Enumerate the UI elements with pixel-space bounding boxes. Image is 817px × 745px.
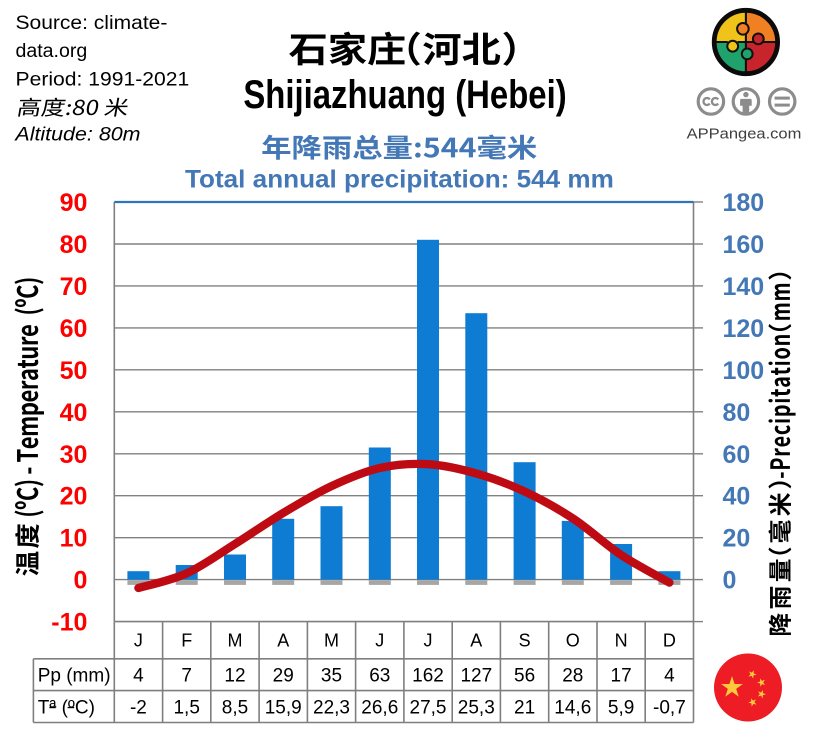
- svg-text:Altitude: 80m: Altitude: 80m: [14, 125, 140, 146]
- svg-text:28: 28: [562, 666, 583, 687]
- svg-text:63: 63: [369, 666, 390, 687]
- svg-text:0: 0: [73, 567, 87, 595]
- svg-text:29: 29: [273, 666, 294, 687]
- svg-text:0: 0: [723, 567, 737, 595]
- svg-text:data.org: data.org: [16, 41, 88, 62]
- svg-text:120: 120: [723, 315, 765, 343]
- svg-text:J: J: [134, 631, 143, 651]
- svg-text:15,9: 15,9: [265, 697, 302, 718]
- svg-text:90: 90: [60, 189, 88, 217]
- svg-text:127: 127: [460, 666, 492, 687]
- svg-text:5,9: 5,9: [608, 697, 634, 718]
- svg-text:A: A: [470, 631, 482, 651]
- svg-text:D: D: [663, 631, 676, 651]
- svg-text:-0,7: -0,7: [653, 697, 686, 718]
- svg-text:N: N: [615, 631, 628, 651]
- svg-text:Pp (mm): Pp (mm): [38, 666, 111, 687]
- svg-text:35: 35: [321, 666, 342, 687]
- svg-text:J: J: [424, 631, 433, 651]
- svg-text:21: 21: [514, 697, 535, 718]
- svg-text:40: 40: [60, 399, 88, 427]
- svg-text:S: S: [519, 631, 531, 651]
- svg-text:J: J: [375, 631, 384, 651]
- svg-text:12: 12: [224, 666, 245, 687]
- svg-text:4: 4: [664, 666, 675, 687]
- svg-text:Shijiazhuang (Hebei): Shijiazhuang (Hebei): [243, 72, 566, 117]
- svg-text:Source: climate-: Source: climate-: [16, 13, 168, 34]
- svg-text:4: 4: [133, 666, 144, 687]
- svg-text:14,6: 14,6: [554, 697, 591, 718]
- svg-text:7: 7: [181, 666, 192, 687]
- svg-text:180: 180: [723, 189, 765, 217]
- svg-text:M: M: [228, 631, 243, 651]
- svg-text:50: 50: [60, 357, 88, 385]
- svg-text:22,3: 22,3: [313, 697, 350, 718]
- svg-text:60: 60: [60, 315, 88, 343]
- svg-text:160: 160: [723, 231, 765, 259]
- svg-text:Total annual precipitation: 54: Total annual precipitation: 544 mm: [185, 166, 614, 193]
- svg-text:O: O: [566, 631, 580, 651]
- svg-text:A: A: [277, 631, 289, 651]
- svg-text:1,5: 1,5: [173, 697, 199, 718]
- svg-text:27,5: 27,5: [410, 697, 447, 718]
- svg-text:80: 80: [723, 399, 751, 427]
- svg-text:F: F: [181, 631, 192, 651]
- svg-text:-2: -2: [130, 697, 147, 718]
- svg-text:8,5: 8,5: [222, 697, 248, 718]
- svg-text:10: 10: [60, 525, 88, 553]
- svg-text:M: M: [324, 631, 339, 651]
- svg-text:APPangea.com: APPangea.com: [687, 126, 802, 142]
- svg-text:20: 20: [723, 525, 751, 553]
- svg-text:162: 162: [412, 666, 444, 687]
- svg-text:60: 60: [723, 441, 751, 469]
- svg-text:25,3: 25,3: [458, 697, 495, 718]
- svg-text:70: 70: [60, 273, 88, 301]
- svg-text:140: 140: [723, 273, 765, 301]
- svg-text:56: 56: [514, 666, 535, 687]
- svg-text:100: 100: [723, 357, 765, 385]
- svg-text:30: 30: [60, 441, 88, 469]
- svg-text:80: 80: [60, 231, 88, 259]
- svg-text:40: 40: [723, 483, 751, 511]
- svg-text:26,6: 26,6: [361, 697, 398, 718]
- svg-text:Tª (ºC): Tª (ºC): [38, 697, 95, 718]
- svg-text:Period: 1991-2021: Period: 1991-2021: [16, 69, 190, 90]
- svg-text:17: 17: [611, 666, 632, 687]
- svg-text:20: 20: [60, 483, 88, 511]
- svg-text:-10: -10: [51, 609, 87, 637]
